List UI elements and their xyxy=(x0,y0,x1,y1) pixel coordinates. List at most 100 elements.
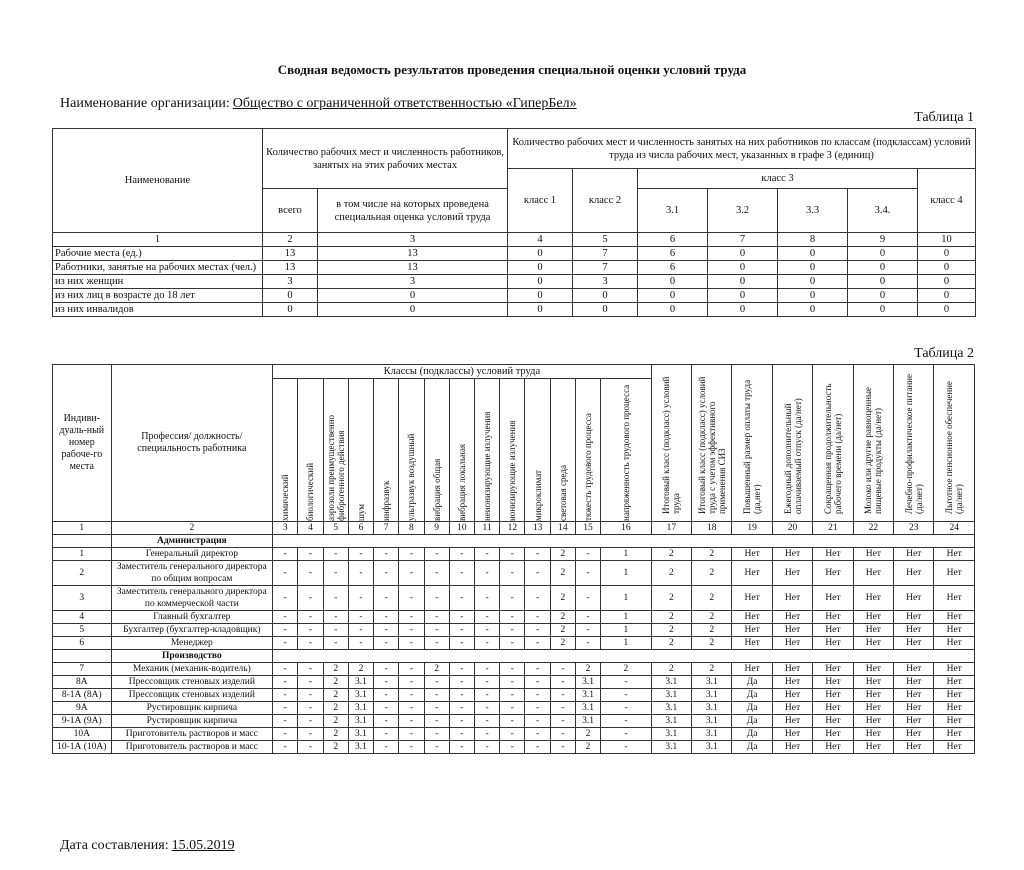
profession: Механик (механик-водитель) xyxy=(110,662,274,676)
header-cell: Сокращенная продолжительность рабочего в… xyxy=(812,364,854,522)
header-cell: в том числе на которых проведена специал… xyxy=(316,188,509,233)
data-cell: 0 xyxy=(777,246,849,261)
data-cell: 2 xyxy=(650,623,693,637)
data-cell: Нет xyxy=(893,675,935,689)
data-cell: Нет xyxy=(771,740,814,754)
data-cell: - xyxy=(574,560,602,586)
data-cell: - xyxy=(574,610,602,624)
data-cell: - xyxy=(423,585,450,611)
header-text: Молоко или другие равноценные пищевые пр… xyxy=(863,387,884,514)
data-cell: 2 xyxy=(691,585,733,611)
organization: Наименование организации: Общество с огра… xyxy=(60,96,577,112)
data-cell: 7 xyxy=(572,246,639,261)
data-cell: Нет xyxy=(933,701,975,715)
data-cell: 0 xyxy=(847,274,919,289)
column-number: 24 xyxy=(933,521,975,535)
data-cell: - xyxy=(499,740,526,754)
data-row: 7 Механик (механик-водитель) - -2 2- -2- - - - -2… xyxy=(52,662,975,676)
header-text: Повышенный размер оплаты труда (да,нет) xyxy=(742,379,763,514)
data-cell: - xyxy=(272,675,299,689)
data-cell: - xyxy=(448,727,476,741)
row-label: из них женщин xyxy=(52,274,263,289)
data-cell: Нет xyxy=(852,610,895,624)
data-row: из них инвалидов 0 0 0 0 0 0 0 0 0 xyxy=(52,302,977,317)
data-cell: - xyxy=(423,714,450,728)
data-cell: - xyxy=(448,740,476,754)
row-label: Рабочие места (ед.) xyxy=(52,246,263,261)
data-cell: Нет xyxy=(771,688,814,702)
data-cell: Нет xyxy=(812,547,854,561)
data-cell: - xyxy=(524,675,551,689)
column-number: 2 xyxy=(110,521,274,535)
header-cell: Количество рабочих мест и численность за… xyxy=(507,128,977,169)
header-cell: Лечебно-профилактическое питание (да/нет… xyxy=(893,364,935,522)
data-cell: - xyxy=(423,688,450,702)
data-cell: - xyxy=(322,610,349,624)
column-number: 8 xyxy=(398,521,425,535)
header-text: световая среда xyxy=(557,465,568,521)
data-cell: Нет xyxy=(812,623,854,637)
section-cell xyxy=(52,534,112,548)
header-cell: вибрация общая xyxy=(423,378,450,522)
column-number: 10 xyxy=(448,521,476,535)
column-number-row: 1 2 3 4 5 6 7 8 9 10 11 12 13 14 15 16 17 18 19 20 21 22 23 24 xyxy=(52,521,975,535)
data-cell: - xyxy=(373,727,400,741)
data-cell: - xyxy=(297,675,324,689)
data-cell: 7 xyxy=(572,260,639,275)
data-cell: - xyxy=(272,636,299,650)
header-text: шум xyxy=(355,503,366,521)
data-cell: 3 xyxy=(262,274,318,289)
data-cell: Нет xyxy=(771,727,814,741)
data-cell: 3.1 xyxy=(347,727,375,741)
header-cell: шум xyxy=(347,378,375,522)
data-cell: - xyxy=(373,585,400,611)
data-cell: 13 xyxy=(262,260,318,275)
data-cell: Нет xyxy=(852,585,895,611)
data-cell: - xyxy=(448,701,476,715)
data-cell: - xyxy=(297,610,324,624)
data-cell: 0 xyxy=(847,288,919,303)
header-cell: Наименование xyxy=(52,128,263,233)
data-cell: - xyxy=(499,688,526,702)
data-cell: - xyxy=(373,560,400,586)
data-cell: Нет xyxy=(933,675,975,689)
data-cell: Нет xyxy=(893,688,935,702)
data-cell: 3.1 xyxy=(650,727,693,741)
data-cell: 0 xyxy=(847,246,919,261)
data-cell: - xyxy=(373,740,400,754)
data-cell: Нет xyxy=(852,662,895,676)
column-number: 5 xyxy=(322,521,349,535)
summary-table: Наименование Количество рабочих мест и чи… xyxy=(52,128,977,317)
data-cell: - xyxy=(524,662,551,676)
header-cell: микроклимат xyxy=(524,378,551,522)
data-cell: - xyxy=(297,560,324,586)
header-cell: 3.2 xyxy=(707,188,779,233)
data-cell: - xyxy=(473,623,501,637)
data-cell: - xyxy=(473,547,501,561)
workplace-id: 10А xyxy=(52,727,112,741)
data-cell: - xyxy=(524,636,551,650)
profession: Приготовитель растворов и масс xyxy=(110,727,274,741)
header-text: аэрозоли преимущественно фиброгенного де… xyxy=(325,414,346,521)
header-cell: Профессия/ должность/ специальность рабо… xyxy=(110,364,274,522)
data-cell: - xyxy=(398,701,425,715)
data-cell: Нет xyxy=(852,688,895,702)
data-cell: Нет xyxy=(933,623,975,637)
data-cell: Нет xyxy=(812,714,854,728)
data-cell: Нет xyxy=(812,636,854,650)
column-number: 1 xyxy=(52,232,263,247)
column-number: 6 xyxy=(347,521,375,535)
data-cell: 2 xyxy=(549,636,576,650)
data-cell: 2 xyxy=(347,662,375,676)
data-cell: 3.1 xyxy=(574,675,602,689)
column-number: 2 xyxy=(262,232,318,247)
data-cell: - xyxy=(473,714,501,728)
data-cell: Нет xyxy=(893,585,935,611)
workplace-id: 1 xyxy=(52,547,112,561)
data-cell: - xyxy=(473,688,501,702)
column-number: 12 xyxy=(499,521,526,535)
row-label: Работники, занятые на рабочих местах (че… xyxy=(52,260,263,275)
header-cell: вибрация локальная xyxy=(448,378,476,522)
data-cell: - xyxy=(347,547,375,561)
data-cell: - xyxy=(322,560,349,586)
